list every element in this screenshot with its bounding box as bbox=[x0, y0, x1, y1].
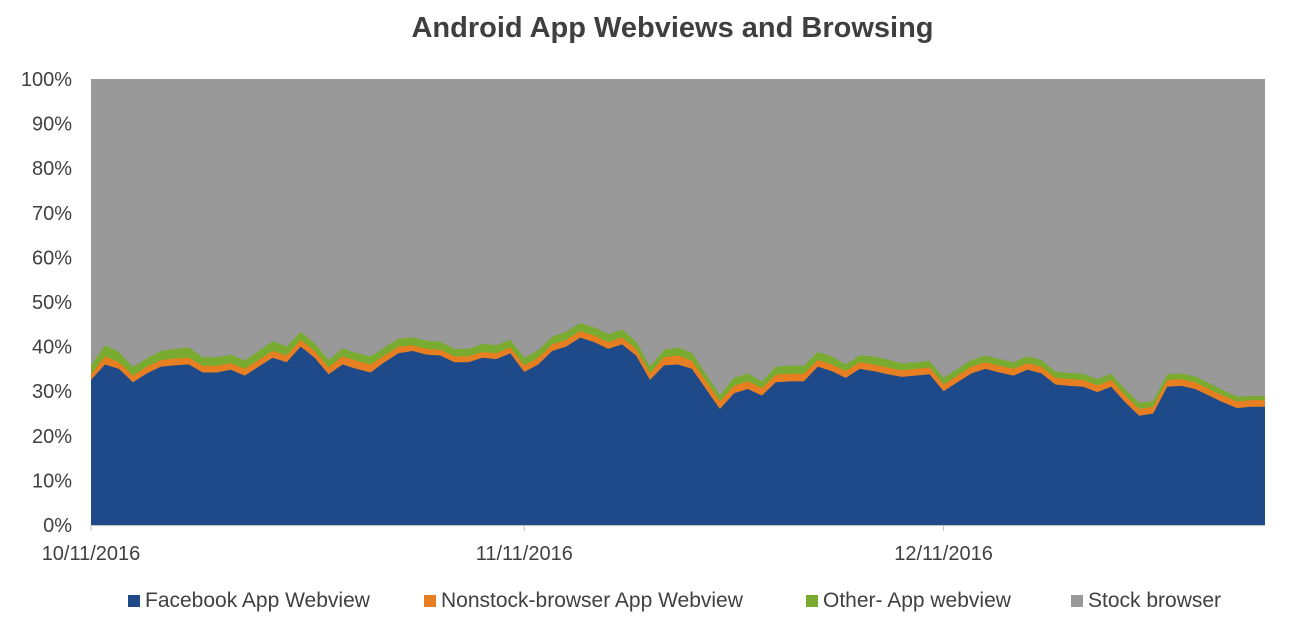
y-tick-label: 20% bbox=[32, 426, 72, 448]
y-tick-label: 30% bbox=[32, 381, 72, 403]
legend-swatch-stock bbox=[1071, 595, 1083, 607]
y-tick-label: 10% bbox=[32, 470, 72, 492]
y-tick-label: 60% bbox=[32, 247, 72, 269]
x-tick-label: 12/11/2016 bbox=[894, 543, 993, 565]
x-axis: 10/11/2016 11/11/2016 12/11/2016 bbox=[42, 525, 993, 565]
area-facebook-app-webview bbox=[91, 337, 1265, 525]
legend-label-nonstock: Nonstock-browser App Webview bbox=[441, 589, 743, 612]
y-tick-label: 80% bbox=[32, 158, 72, 180]
legend-item-stock: Stock browser bbox=[1071, 589, 1221, 613]
legend-item-facebook: Facebook App Webview bbox=[128, 589, 370, 613]
y-tick-label: 70% bbox=[32, 203, 72, 225]
plot-area bbox=[91, 79, 1265, 526]
y-tick-label: 40% bbox=[32, 337, 72, 359]
x-tick-label: 10/11/2016 bbox=[42, 543, 141, 565]
legend-swatch-other bbox=[806, 595, 818, 607]
y-tick-label: 100% bbox=[21, 69, 72, 91]
y-tick-label: 50% bbox=[32, 292, 72, 314]
legend-item-nonstock: Nonstock-browser App Webview bbox=[424, 589, 743, 613]
stacked-area-chart: 0% 10% 20% 30% 40% 50% 60% 70% 80% 90% 100% 10/11/… bbox=[21, 69, 1265, 565]
legend-swatch-facebook bbox=[128, 595, 140, 607]
legend-label-facebook: Facebook App Webview bbox=[145, 589, 370, 612]
y-axis: 0% 10% 20% 30% 40% 50% 60% 70% 80% 90% 100% bbox=[21, 69, 72, 537]
y-tick-label: 0% bbox=[43, 515, 72, 537]
legend-item-other: Other- App webview bbox=[806, 589, 1011, 613]
legend-label-stock: Stock browser bbox=[1088, 589, 1222, 612]
legend-label-other: Other- App webview bbox=[823, 589, 1011, 612]
legend-swatch-nonstock bbox=[424, 595, 436, 607]
y-tick-label: 90% bbox=[32, 114, 72, 136]
x-tick-label: 11/11/2016 bbox=[476, 543, 573, 565]
legend: Facebook App Webview Nonstock-browser Ap… bbox=[0, 589, 1305, 619]
chart-title: Android App Webviews and Browsing bbox=[411, 12, 934, 44]
